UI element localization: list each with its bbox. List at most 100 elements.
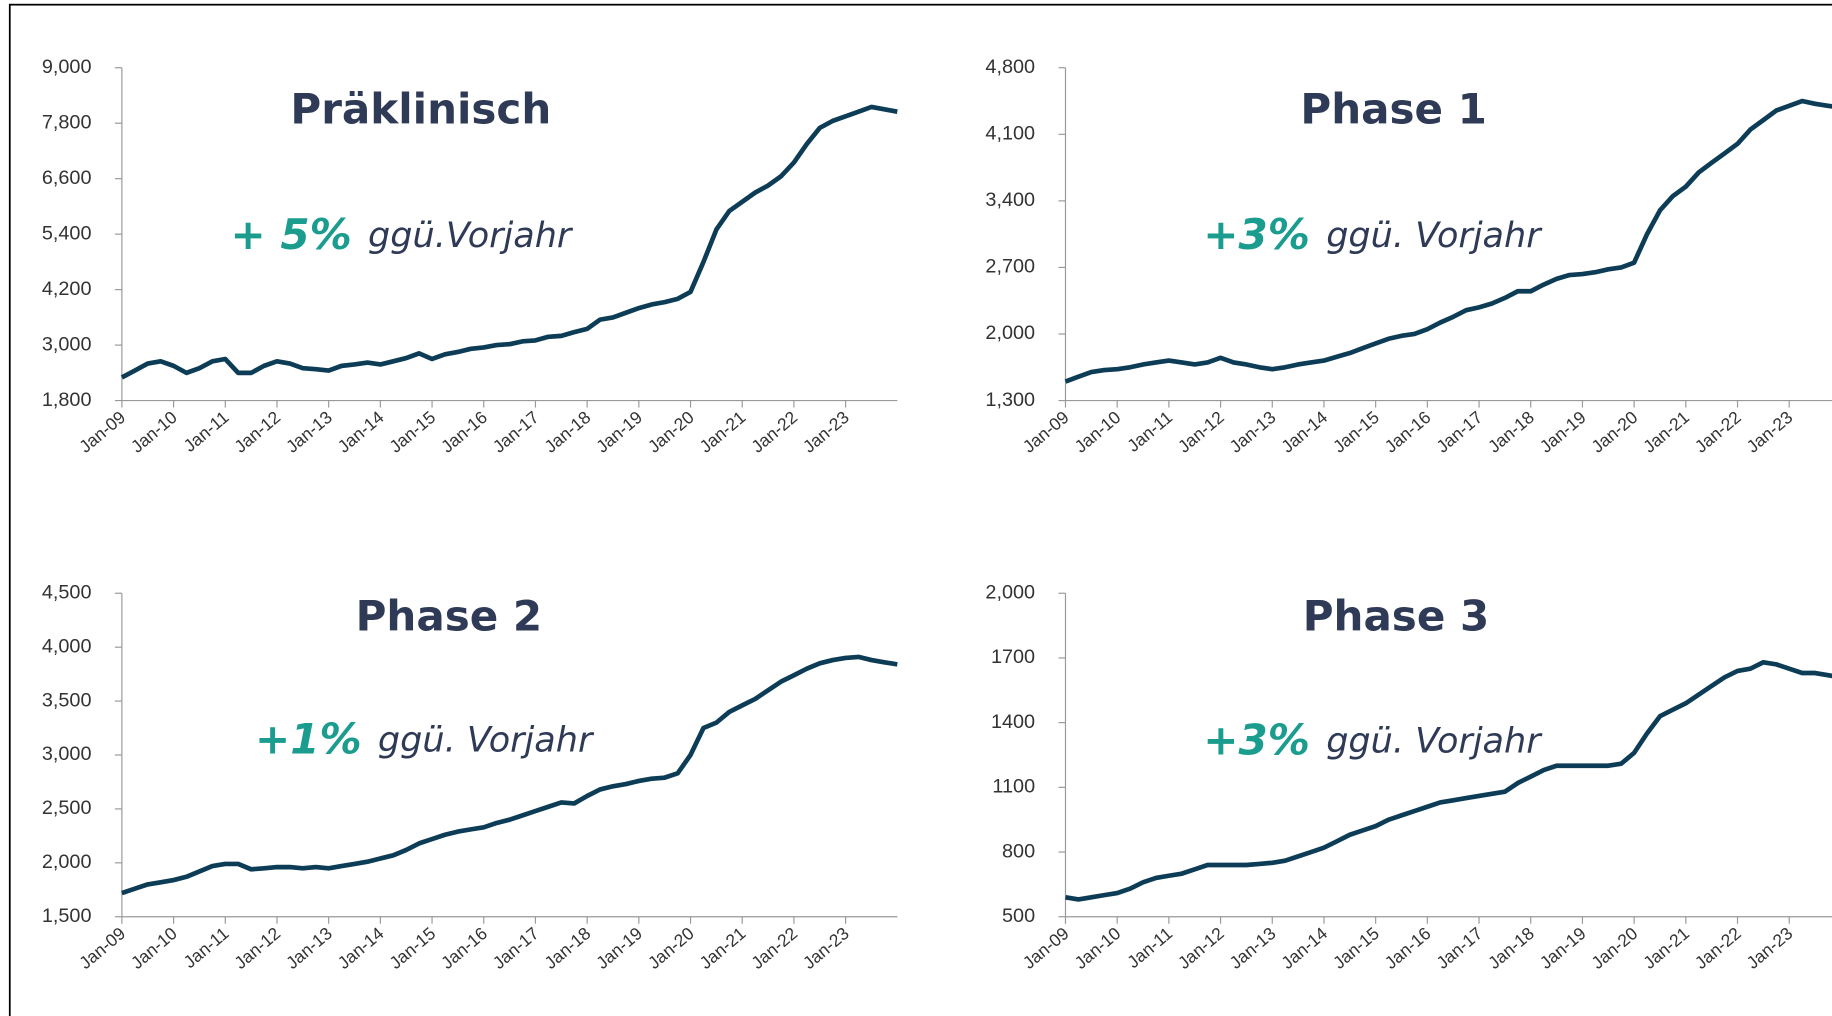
x-tick-label: Jan-17 (489, 407, 543, 457)
line-series (1064, 98, 1832, 384)
x-tick-label: Jan-09 (75, 923, 129, 973)
annotation: +1% ggü. Vorjahr (255, 714, 595, 763)
x-tick-label: Jan-23 (799, 923, 853, 973)
x-tick-label: Jan-20 (644, 407, 698, 457)
y-tick-label: 1,800 (42, 389, 92, 411)
x-tick-label: Jan-18 (541, 407, 595, 457)
line-series (1065, 659, 1832, 902)
x-tick-label: Jan-22 (747, 407, 801, 457)
x-tick-label: Jan-12 (230, 923, 284, 973)
y-tick-label: 2,000 (985, 322, 1035, 344)
x-tick-label: Jan-10 (127, 407, 181, 457)
x-tick-label: Jan-19 (592, 407, 646, 457)
y-tick-label: 5,400 (42, 222, 92, 244)
chart-panel: 1,3002,0002,7003,4004,1004,800Jan-09Jan-… (985, 56, 1832, 457)
x-tick-label: Jan-16 (1381, 407, 1435, 457)
chart-panel: 1,500 2,000 2,500 3,000 3,500 4,000 4,500 Jan-0… (42, 582, 898, 973)
y-tick-label: 4,500 (42, 582, 92, 604)
x-tick-label: Jan-14 (334, 407, 388, 457)
y-tick-label: 2,700 (985, 256, 1035, 278)
y-tick-label: 1400 (991, 711, 1035, 733)
x-tick-label: Jan-20 (1588, 923, 1642, 973)
x-tick-label: Jan-21 (696, 923, 750, 973)
x-tick-label: Jan-14 (1277, 407, 1331, 457)
y-tick-label: 1700 (991, 646, 1035, 668)
x-tick-label: Jan-17 (489, 923, 543, 973)
x-tick-label: Jan-22 (1691, 407, 1745, 457)
x-tick-label: Jan-23 (1743, 923, 1797, 973)
y-tick-label: 1100 (992, 776, 1035, 798)
x-tick-label: Jan-16 (437, 407, 491, 457)
y-tick-label: 7,800 (42, 111, 92, 133)
x-tick-label: Jan-13 (282, 407, 336, 457)
y-tick-label: 2,000 (42, 851, 92, 873)
y-tick-label: 4,800 (985, 56, 1035, 78)
chart-panel: 5008001100140017002,000Jan-09Jan-10Jan-1… (985, 582, 1832, 973)
x-tick-label: Jan-21 (1639, 923, 1693, 973)
x-tick-label: Jan-15 (1329, 923, 1383, 973)
chart-title: Präklinisch (290, 85, 551, 134)
annotation-highlight: +1% (255, 714, 362, 763)
line-series (120, 104, 898, 380)
x-tick-label: Jan-13 (1226, 407, 1280, 457)
annotation-highlight: +3% (1203, 715, 1310, 764)
annotation-text: ggü.Vorjahr (368, 215, 574, 256)
x-tick-label: Jan-20 (644, 923, 698, 973)
x-tick-label: Jan-09 (1019, 923, 1073, 973)
x-tick-label: Jan-18 (541, 923, 595, 973)
annotation-text: ggü. Vorjahr (1326, 721, 1543, 762)
x-tick-label: Jan-18 (1484, 407, 1538, 457)
x-tick-label: Jan-10 (127, 923, 181, 973)
x-tick-label: Jan-11 (180, 923, 233, 972)
y-tick-label: 4,000 (42, 635, 92, 657)
x-tick-label: Jan-17 (1432, 407, 1486, 457)
line-series (121, 654, 898, 896)
x-tick-label: Jan-11 (1123, 407, 1176, 456)
y-tick-label: 6,600 (42, 167, 92, 189)
annotation: + 5% ggü.Vorjahr (230, 210, 573, 259)
x-tick-label: Jan-12 (1174, 407, 1228, 457)
y-tick-label: 2,000 (985, 582, 1035, 604)
annotation: +3% ggü. Vorjahr (1203, 210, 1543, 259)
chart-panel: 1,800 3,000 4,200 5,400 6,600 7,800 9,000 Jan-0… (42, 56, 898, 457)
x-tick-label: Jan-12 (1174, 923, 1228, 973)
x-tick-label: Jan-22 (747, 923, 801, 973)
x-tick-label: Jan-18 (1484, 923, 1538, 973)
x-tick-label: Jan-23 (799, 407, 853, 457)
x-tick-label: Jan-21 (1639, 407, 1693, 457)
y-tick-label: 3,000 (42, 743, 92, 765)
annotation: +3% ggü. Vorjahr (1203, 715, 1543, 764)
x-tick-label: Jan-16 (1381, 923, 1435, 973)
x-tick-label: Jan-15 (1329, 407, 1383, 457)
x-tick-label: Jan-11 (1123, 923, 1176, 972)
x-tick-label: Jan-09 (1019, 407, 1073, 457)
y-tick-label: 1,300 (985, 389, 1035, 411)
x-tick-label: Jan-14 (1277, 923, 1331, 973)
x-tick-label: Jan-10 (1071, 407, 1125, 457)
chart-title: Phase 3 (1303, 591, 1490, 640)
chart-title: Phase 1 (1300, 85, 1487, 134)
x-tick-label: Jan-14 (334, 923, 388, 973)
x-tick-label: Jan-21 (696, 407, 750, 457)
x-tick-label: Jan-13 (1226, 923, 1280, 973)
x-tick-label: Jan-15 (385, 407, 439, 457)
x-tick-label: Jan-12 (230, 407, 284, 457)
chart-title: Phase 2 (356, 591, 543, 640)
y-tick-label: 4,100 (985, 123, 1035, 145)
x-tick-label: Jan-16 (437, 923, 491, 973)
x-tick-label: Jan-19 (1536, 923, 1590, 973)
x-tick-label: Jan-20 (1588, 407, 1642, 457)
x-tick-label: Jan-09 (75, 407, 129, 457)
y-tick-label: 800 (1002, 840, 1035, 862)
y-tick-label: 9,000 (42, 56, 92, 78)
x-tick-label: Jan-19 (592, 923, 646, 973)
x-tick-label: Jan-10 (1071, 923, 1125, 973)
annotation-highlight: + 5% (230, 210, 351, 259)
y-tick-label: 3,400 (985, 189, 1035, 211)
x-tick-label: Jan-15 (385, 923, 439, 973)
x-tick-label: Jan-13 (282, 923, 336, 973)
y-tick-label: 3,000 (42, 333, 92, 355)
annotation-highlight: +3% (1203, 210, 1310, 259)
